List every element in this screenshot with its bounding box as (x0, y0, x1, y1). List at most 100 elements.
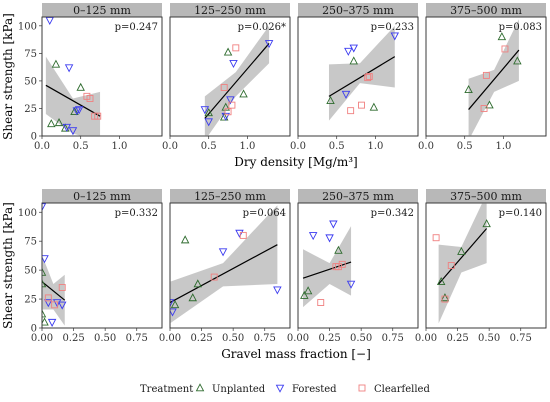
confidence-band (45, 56, 101, 136)
facet-strip-label: 250–375 mm (322, 4, 394, 17)
x-tick-label: 1.0 (239, 141, 255, 152)
data-point-unplanted (440, 293, 450, 302)
data-point-forested (218, 248, 228, 257)
data-point-unplanted (457, 246, 466, 255)
data-point-clearfelled (239, 231, 247, 239)
x-tick-label: 0.00 (159, 333, 181, 344)
data-point-forested (64, 64, 74, 73)
x-tick-label: 0.75 (126, 333, 148, 344)
p-value-label: p=0.247 (115, 22, 158, 33)
y-tick-label: 0 (31, 132, 37, 143)
data-point-forested (273, 286, 282, 295)
data-point-clearfelled (480, 105, 488, 112)
data-point-clearfelled (338, 260, 346, 268)
data-point-unplanted (485, 100, 494, 109)
data-point-unplanted (188, 293, 197, 302)
x-tick-label: 0.5 (73, 141, 89, 152)
data-point-forested (200, 106, 210, 115)
data-point-unplanted (300, 290, 309, 299)
data-point-clearfelled (228, 101, 236, 109)
data-point-clearfelled (365, 73, 373, 80)
x-tick-label: 0.25 (190, 333, 212, 344)
regression-line (170, 244, 278, 304)
data-point-clearfelled (432, 234, 440, 242)
data-point-forested (204, 118, 213, 127)
y-axis-title: Shear strength [kPa] (1, 202, 15, 329)
data-point-unplanted (239, 89, 248, 98)
data-point-unplanted (219, 112, 229, 121)
data-point-clearfelled (58, 284, 66, 291)
y-tick-label: 50 (24, 266, 37, 277)
y-tick-label: 50 (24, 76, 37, 87)
data-point-unplanted (223, 47, 233, 56)
data-point-forested (264, 40, 274, 49)
data-point-forested (341, 90, 351, 99)
data-point-clearfelled (317, 299, 325, 306)
x-tick-label: 0.50 (350, 333, 372, 344)
p-value-label: p=0.342 (371, 208, 414, 219)
p-value-label: p=0.233 (371, 22, 414, 33)
regression-line (42, 281, 66, 301)
x-tick-label: 0.00 (415, 333, 437, 344)
confidence-band (303, 226, 352, 308)
legend-label: Forested (292, 384, 337, 395)
data-point-unplanted (334, 245, 343, 254)
data-point-unplanted (47, 119, 56, 128)
data-point-clearfelled (51, 301, 59, 309)
data-point-forested (68, 127, 78, 136)
confidence-band (170, 205, 278, 324)
x-tick-label: 1.0 (495, 141, 511, 152)
p-value-label: p=0.064 (243, 208, 286, 219)
data-point-forested (226, 96, 235, 105)
data-point-unplanted (513, 56, 522, 65)
data-point-forested (235, 229, 244, 238)
data-point-clearfelled (364, 74, 372, 82)
panel-1-2: 250–375 mm p=0.342 0.00 0.25 0.50 0.75 (287, 189, 419, 344)
data-point-forested (45, 17, 54, 26)
data-point-unplanted (170, 300, 180, 309)
x-tick-label: 1.0 (367, 141, 383, 152)
panel-0-3: 375–500 mm p=0.083 0.0 0.5 1.0 (418, 3, 547, 152)
data-point-clearfelled (334, 263, 342, 271)
data-point-forested (308, 232, 318, 241)
data-point-clearfelled (501, 45, 509, 53)
data-point-forested (74, 106, 84, 115)
data-point-clearfelled (447, 262, 455, 269)
regression-line (302, 261, 352, 279)
data-point-forested (57, 301, 67, 310)
data-point-forested (44, 299, 53, 308)
p-value-label: p=0.332 (115, 208, 158, 219)
data-point-unplanted (497, 32, 507, 41)
y-tick-label: 25 (24, 104, 37, 115)
x-tick-label: 0.5 (329, 141, 345, 152)
data-point-unplanted (369, 102, 379, 111)
x-tick-label: 0.75 (254, 333, 276, 344)
data-point-clearfelled (358, 101, 365, 109)
data-point-forested (62, 123, 72, 132)
data-point-unplanted (42, 309, 47, 318)
panel-0-1: 125–250 mm p=0.026* 0.0 0.5 1.0 (162, 3, 291, 152)
data-point-unplanted (464, 84, 473, 94)
data-point-unplanted (42, 267, 47, 276)
facet-strip-label: 125–250 mm (194, 4, 266, 17)
x-tick-label: 0.25 (62, 333, 84, 344)
data-point-unplanted (436, 276, 446, 285)
x-tick-label: 0.50 (478, 333, 500, 344)
x-tick-label: 0.0 (418, 141, 434, 152)
panel-1-0: 0–125 mm p=0.332 0.00 0.25 0.50 0.75 0 25 50 75 10… (1, 189, 371, 361)
p-value-label: p=0.026* (238, 22, 286, 33)
data-point-unplanted (51, 59, 61, 68)
facet-strip (170, 189, 290, 203)
x-tick-label: 0.25 (446, 333, 468, 344)
y-tick-label: 75 (24, 237, 37, 248)
facet-strip-label: 125–250 mm (194, 190, 266, 203)
x-axis-title: Dry density [Mg/m³] (234, 155, 357, 169)
regression-line (438, 228, 488, 285)
x-tick-label: 0.75 (510, 333, 532, 344)
x-tick-label: 0.75 (382, 333, 404, 344)
data-point-unplanted (193, 279, 203, 288)
data-point-forested (221, 112, 230, 121)
x-tick-label: 0.50 (94, 333, 116, 344)
x-tick-label: 0.5 (201, 141, 217, 152)
